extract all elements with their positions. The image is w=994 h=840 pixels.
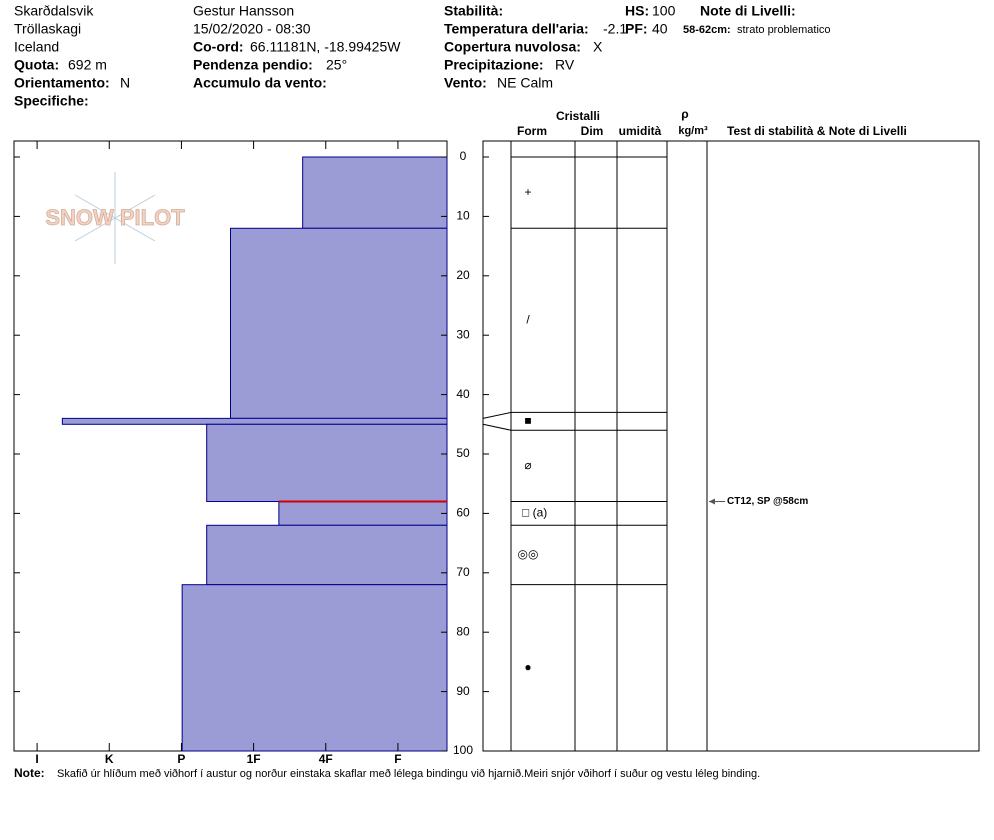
hardness-bar [206, 423, 448, 503]
x-tick-label: F [394, 752, 401, 766]
hardness-bar [230, 227, 448, 419]
y-tick-label: 50 [456, 446, 470, 460]
logo: SNOW PILOT [45, 172, 186, 264]
label: 58-62cm: [683, 24, 731, 36]
value: 100 [652, 3, 676, 19]
hardness-bar [61, 417, 448, 425]
x-tick-label: I [35, 752, 38, 766]
y-tick-label: 20 [456, 268, 470, 282]
label: Precipitazione: [444, 57, 544, 73]
value: strato problematico [737, 24, 831, 36]
x-tick-label: K [105, 752, 114, 766]
location: Skarðdalsvik [14, 3, 94, 19]
label: Accumulo da vento: [193, 75, 327, 91]
observer: Gestur Hansson [193, 3, 294, 19]
header: Test di stabilità & Note di Livelli [727, 124, 907, 138]
header: Dim [581, 124, 604, 138]
header: Form [517, 124, 547, 138]
header: ρ [681, 107, 688, 121]
location: Tröllaskagi [14, 21, 81, 37]
header: Cristalli [556, 109, 600, 123]
connector [482, 411, 512, 419]
label: Orientamento: [14, 75, 110, 91]
grain-form: ⌀ [524, 458, 531, 472]
label: Specifiche: [14, 93, 89, 109]
arrow-head [709, 498, 715, 505]
label: Co-ord: [193, 39, 244, 55]
x-tick-label: 1F [247, 752, 261, 766]
value: N [120, 75, 130, 91]
grain-form: ◎◎ [518, 547, 539, 561]
grain-form: □ (a) [522, 506, 547, 520]
grain-form: ■ [524, 414, 531, 428]
datetime: 15/02/2020 - 08:30 [193, 21, 311, 37]
hardness-bar [278, 501, 448, 526]
x-tick-label: P [177, 752, 185, 766]
hardness-bar [302, 156, 448, 229]
y-tick-label: 60 [456, 506, 470, 520]
crystal-table: Cristalli Form Dim umidità ρ kg/m³ Test … [482, 107, 980, 752]
y-tick-label: 100 [453, 743, 473, 757]
header: kg/m³ [678, 125, 708, 137]
y-tick-label: 70 [456, 565, 470, 579]
value: 692 m [68, 57, 107, 73]
y-tick-label: 80 [456, 624, 470, 638]
label: Copertura nuvolosa: [444, 39, 581, 55]
value: NE Calm [497, 75, 553, 91]
y-tick-label: 40 [456, 387, 470, 401]
test-label: CT12, SP @58cm [727, 496, 808, 507]
y-tick-label: 0 [460, 149, 467, 163]
value: 25° [326, 57, 347, 73]
label: PF: [625, 21, 648, 37]
y-tick-label: 10 [456, 209, 470, 223]
table-frame [482, 140, 980, 752]
label: Vento: [444, 75, 487, 91]
x-tick-label: 4F [319, 752, 333, 766]
label: HS: [625, 3, 649, 19]
value: 66.11181N, -18.99425W [250, 39, 401, 55]
label: Note di Livelli: [700, 3, 796, 19]
header: umidità [619, 124, 662, 138]
location: Iceland [14, 39, 59, 55]
label: Quota: [14, 57, 59, 73]
label: Temperatura dell'aria: [444, 21, 589, 37]
label: Stabilità: [444, 3, 503, 19]
note-label: Note: [14, 766, 45, 780]
grain-form: + [524, 185, 531, 199]
connector [482, 423, 512, 431]
value: X [593, 39, 603, 55]
value: RV [555, 57, 575, 73]
y-tick-label: 90 [456, 684, 470, 698]
label: Pendenza pendio: [193, 57, 313, 73]
logo-text: SNOW PILOT [45, 205, 185, 230]
grain-form: / [526, 313, 530, 327]
hardness-bar [181, 584, 448, 752]
value: 40 [652, 21, 668, 37]
value: -2.1 [603, 21, 627, 37]
grain-form: ● [524, 660, 531, 674]
note: Skafið úr hlíðum með viðhorf í austur og… [57, 768, 760, 780]
header: Skarðdalsvik Tröllaskagi Iceland Quota: … [14, 3, 831, 109]
y-tick-label: 30 [456, 327, 470, 341]
hardness-bar [206, 524, 448, 586]
